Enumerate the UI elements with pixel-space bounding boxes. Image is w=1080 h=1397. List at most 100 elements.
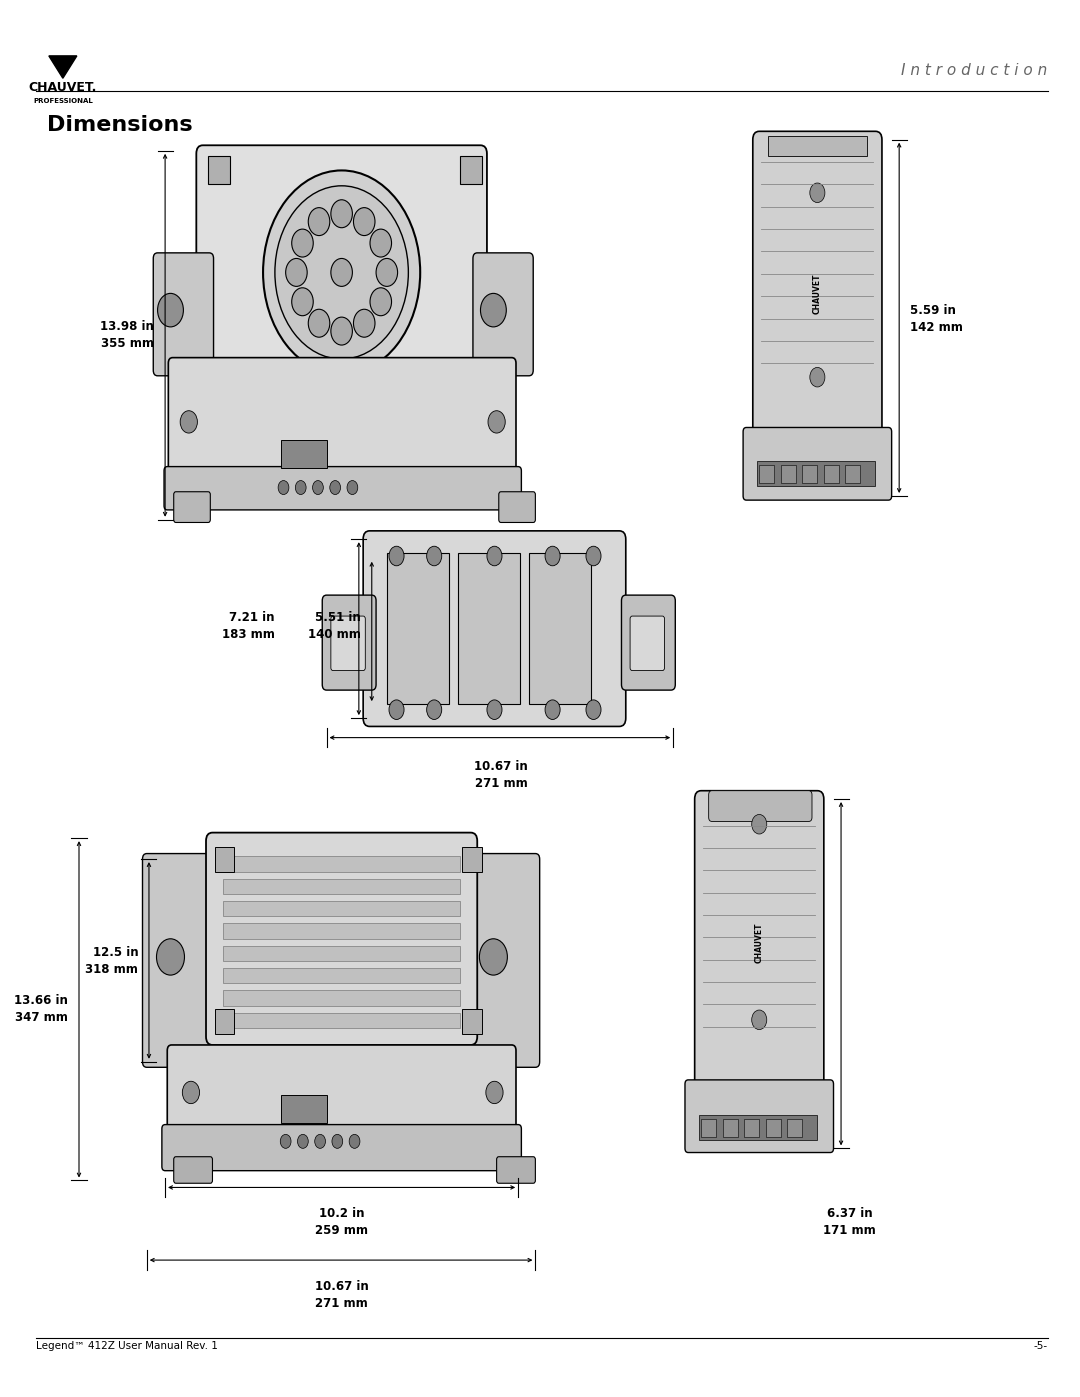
Bar: [224, 879, 460, 894]
Bar: [529, 553, 592, 704]
Text: Legend™ 412Z User Manual Rev. 1: Legend™ 412Z User Manual Rev. 1: [36, 1341, 218, 1351]
Circle shape: [279, 481, 288, 495]
Circle shape: [752, 814, 767, 834]
Bar: [387, 553, 449, 704]
Circle shape: [349, 1134, 360, 1148]
Circle shape: [389, 700, 404, 719]
Circle shape: [370, 288, 392, 316]
Circle shape: [329, 481, 340, 495]
FancyBboxPatch shape: [174, 492, 211, 522]
Bar: [787, 1119, 802, 1137]
Bar: [701, 1119, 716, 1137]
FancyBboxPatch shape: [206, 833, 477, 1045]
Text: CHAUVET.: CHAUVET.: [29, 81, 97, 94]
Circle shape: [752, 1010, 767, 1030]
Circle shape: [281, 1134, 291, 1148]
Circle shape: [488, 411, 505, 433]
Bar: [215, 847, 234, 872]
Circle shape: [810, 183, 825, 203]
Text: 10.67 in
271 mm: 10.67 in 271 mm: [314, 1280, 368, 1309]
Text: I n t r o d u c t i o n: I n t r o d u c t i o n: [902, 63, 1048, 78]
Circle shape: [353, 309, 375, 337]
Circle shape: [347, 481, 357, 495]
FancyBboxPatch shape: [322, 595, 376, 690]
Bar: [462, 1009, 482, 1034]
Bar: [723, 1119, 738, 1137]
Circle shape: [292, 288, 313, 316]
Circle shape: [180, 411, 198, 433]
Circle shape: [353, 208, 375, 236]
FancyBboxPatch shape: [621, 595, 675, 690]
Text: 6.37 in
171 mm: 6.37 in 171 mm: [823, 1207, 876, 1236]
Polygon shape: [49, 56, 77, 78]
FancyBboxPatch shape: [630, 616, 664, 671]
FancyBboxPatch shape: [753, 131, 882, 448]
Text: 13.66 in
347 mm: 13.66 in 347 mm: [14, 993, 68, 1024]
Circle shape: [285, 258, 307, 286]
Bar: [458, 553, 521, 704]
Bar: [846, 465, 861, 483]
Circle shape: [481, 293, 507, 327]
Text: 12.5 in
318 mm: 12.5 in 318 mm: [85, 946, 138, 977]
Bar: [802, 465, 818, 483]
Circle shape: [157, 939, 185, 975]
Bar: [215, 1009, 234, 1034]
Circle shape: [487, 546, 502, 566]
FancyBboxPatch shape: [499, 492, 536, 522]
FancyBboxPatch shape: [167, 1045, 516, 1140]
FancyBboxPatch shape: [168, 358, 516, 483]
Bar: [208, 360, 230, 388]
Text: 10.2 in
259 mm: 10.2 in 259 mm: [315, 1207, 368, 1236]
FancyBboxPatch shape: [694, 791, 824, 1101]
Circle shape: [376, 258, 397, 286]
Circle shape: [480, 939, 508, 975]
Text: 10.67 in
271 mm: 10.67 in 271 mm: [474, 760, 528, 789]
Bar: [757, 461, 876, 486]
Text: 5.59 in
142 mm: 5.59 in 142 mm: [910, 303, 962, 334]
Circle shape: [487, 700, 502, 719]
Circle shape: [183, 1081, 200, 1104]
Text: CHAUVET: CHAUVET: [813, 274, 822, 313]
Circle shape: [586, 700, 602, 719]
Text: 7.21 in
183 mm: 7.21 in 183 mm: [222, 610, 275, 641]
Circle shape: [486, 1081, 503, 1104]
Bar: [282, 1095, 326, 1123]
Bar: [781, 465, 796, 483]
Bar: [282, 440, 326, 468]
FancyBboxPatch shape: [197, 145, 487, 400]
FancyBboxPatch shape: [473, 253, 534, 376]
Circle shape: [297, 1134, 308, 1148]
Bar: [224, 990, 460, 1006]
Bar: [744, 1119, 759, 1137]
Bar: [224, 1013, 460, 1028]
Circle shape: [370, 229, 392, 257]
Circle shape: [810, 367, 825, 387]
Bar: [768, 136, 867, 156]
Bar: [224, 968, 460, 983]
FancyBboxPatch shape: [153, 253, 214, 376]
Text: Dimensions: Dimensions: [46, 115, 192, 134]
Text: 13.98 in
355 mm: 13.98 in 355 mm: [100, 320, 154, 351]
FancyBboxPatch shape: [330, 616, 365, 671]
Circle shape: [332, 1134, 342, 1148]
Bar: [824, 465, 839, 483]
Circle shape: [586, 546, 602, 566]
FancyBboxPatch shape: [497, 1157, 536, 1183]
Bar: [224, 923, 460, 939]
Circle shape: [312, 481, 323, 495]
Bar: [462, 847, 482, 872]
Bar: [759, 465, 774, 483]
Circle shape: [264, 170, 420, 374]
Bar: [224, 946, 460, 961]
Circle shape: [330, 317, 352, 345]
Circle shape: [330, 258, 352, 286]
Bar: [460, 360, 482, 388]
FancyBboxPatch shape: [743, 427, 892, 500]
Circle shape: [330, 200, 352, 228]
Circle shape: [427, 700, 442, 719]
Circle shape: [427, 546, 442, 566]
Bar: [208, 156, 230, 184]
Circle shape: [314, 1134, 325, 1148]
FancyBboxPatch shape: [363, 531, 625, 726]
FancyBboxPatch shape: [685, 1080, 834, 1153]
